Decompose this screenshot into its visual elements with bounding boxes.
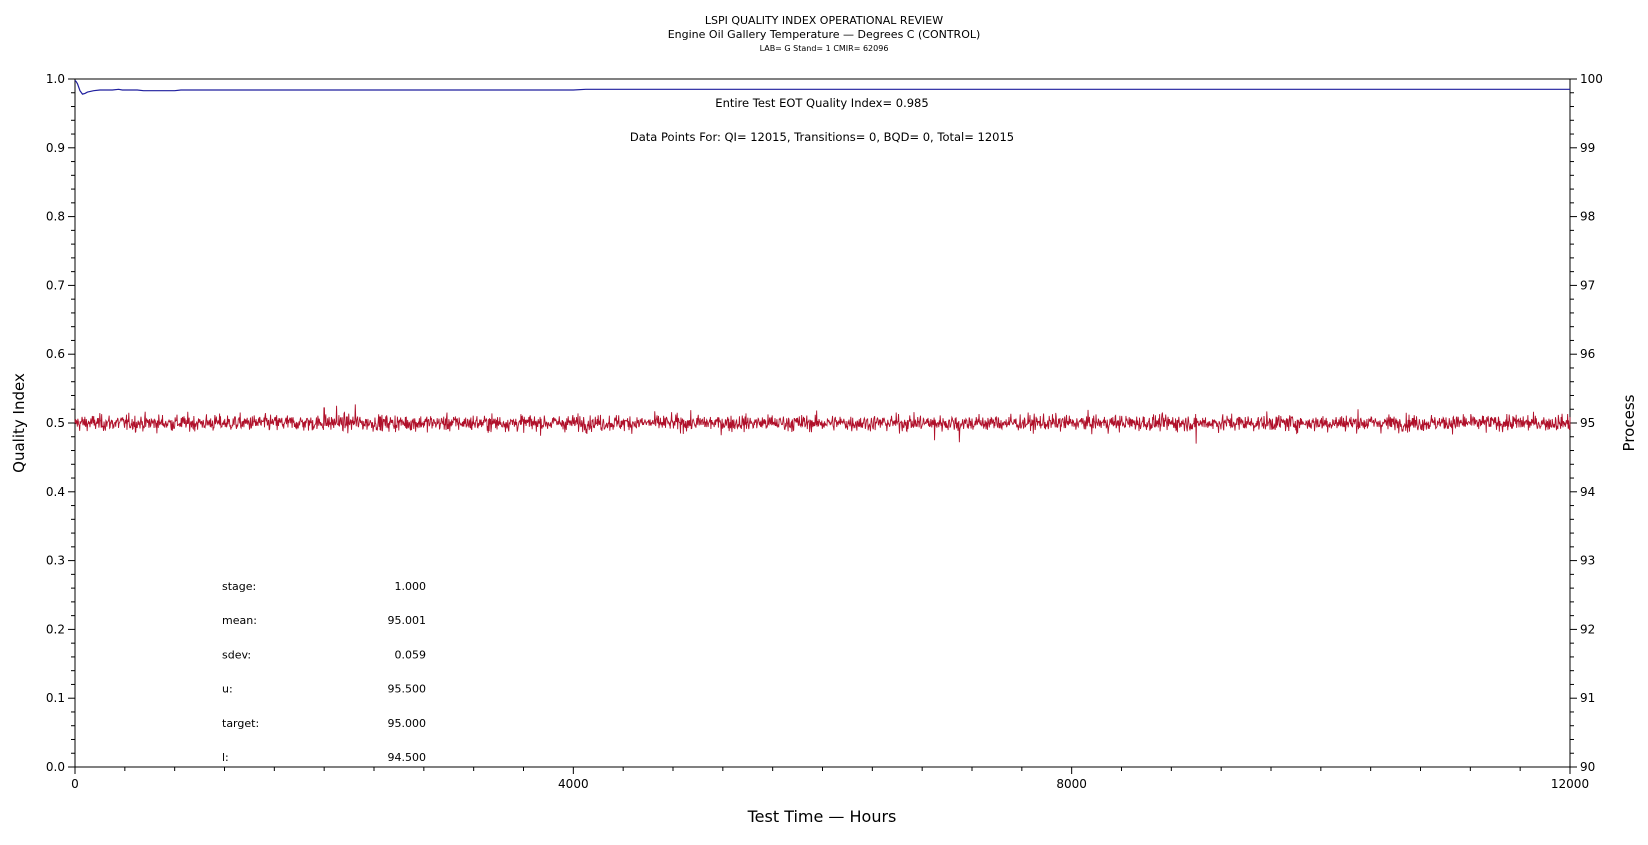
- stat-label: u:: [222, 683, 233, 696]
- x-axis-label: Test Time — Hours: [747, 807, 897, 826]
- stat-value: 1.000: [395, 580, 427, 593]
- y-right-tick-label: 96: [1580, 347, 1595, 361]
- y-right-tick-label: 93: [1580, 554, 1595, 568]
- stat-label: mean:: [222, 614, 257, 627]
- y-left-tick-label: 0.5: [46, 416, 65, 430]
- stat-label: target:: [222, 717, 259, 730]
- x-tick-label: 4000: [558, 777, 589, 791]
- chart-titles: LSPI QUALITY INDEX OPERATIONAL REVIEW En…: [668, 14, 981, 53]
- datapoints-annotation: Data Points For: QI= 12015, Transitions=…: [630, 130, 1014, 144]
- y-right-tick-label: 90: [1580, 760, 1595, 774]
- stat-label: stage:: [222, 580, 256, 593]
- y-left-tick-label: 0.4: [46, 485, 65, 499]
- stat-value: 95.001: [388, 614, 427, 627]
- x-axis: 0 4000 8000 12000: [71, 767, 1589, 791]
- y-left-tick-label: 0.3: [46, 554, 65, 568]
- y-left-tick-label: 0.7: [46, 278, 65, 292]
- series-line-1: [74, 404, 1571, 444]
- x-tick-label: 8000: [1056, 777, 1087, 791]
- y-axis-left: 0.0 0.1 0.2 0.3 0.4 0.5 0.6 0.7 0.8 0.9 1.0: [46, 72, 75, 774]
- y-left-tick-label: 0.1: [46, 691, 65, 705]
- stat-value: 95.000: [388, 717, 427, 730]
- stat-label: sdev:: [222, 648, 251, 661]
- x-tick-label: 0: [71, 777, 79, 791]
- y-axis-right-label: Process: [1620, 394, 1638, 451]
- stat-value: 95.500: [388, 683, 427, 696]
- y-left-tick-label: 0.9: [46, 141, 65, 155]
- chart-subsubtitle: LAB= G Stand= 1 CMIR= 62096: [760, 44, 889, 53]
- y-right-tick-label: 94: [1580, 485, 1595, 499]
- y-right-tick-label: 98: [1580, 210, 1595, 224]
- y-right-tick-label: 91: [1580, 691, 1595, 705]
- series-layer: [74, 79, 1571, 444]
- qi-annotation: Entire Test EOT Quality Index= 0.985: [715, 96, 928, 110]
- y-right-tick-label: 97: [1580, 278, 1595, 292]
- chart-title: LSPI QUALITY INDEX OPERATIONAL REVIEW: [705, 14, 943, 27]
- y-right-tick-label: 99: [1580, 141, 1595, 155]
- y-left-tick-label: 0.8: [46, 210, 65, 224]
- series-line-0: [74, 79, 1570, 95]
- y-left-tick-label: 0.6: [46, 347, 65, 361]
- stats-block: stage: 1.000 mean: 95.001 sdev: 0.059 u: 95.500…: [222, 580, 426, 764]
- y-right-tick-label: 100: [1580, 72, 1603, 86]
- stat-label: l:: [222, 751, 229, 764]
- stat-value: 94.500: [388, 751, 427, 764]
- y-axis-left-label: Quality Index: [10, 373, 28, 473]
- stat-value: 0.059: [395, 648, 427, 661]
- y-left-tick-label: 0.0: [46, 760, 65, 774]
- y-right-tick-label: 92: [1580, 622, 1595, 636]
- y-left-tick-label: 0.2: [46, 622, 65, 636]
- x-tick-label: 12000: [1551, 777, 1589, 791]
- y-right-tick-label: 95: [1580, 416, 1595, 430]
- y-left-tick-label: 1.0: [46, 72, 65, 86]
- chart-subtitle: Engine Oil Gallery Temperature — Degrees…: [668, 28, 981, 41]
- y-axis-right: 90 91 92 93 94 95 96 97 98 99 100: [1570, 72, 1603, 774]
